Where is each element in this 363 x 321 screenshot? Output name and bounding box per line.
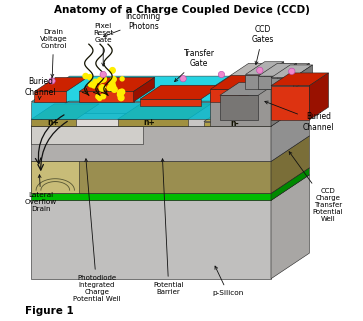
Polygon shape <box>293 65 313 89</box>
Polygon shape <box>210 89 271 126</box>
Circle shape <box>118 92 123 97</box>
Polygon shape <box>31 114 162 126</box>
Circle shape <box>91 83 96 88</box>
Circle shape <box>98 96 102 100</box>
Text: Potential
Barrier: Potential Barrier <box>154 159 184 295</box>
Polygon shape <box>245 62 284 74</box>
Polygon shape <box>31 126 271 161</box>
Polygon shape <box>31 102 239 119</box>
Polygon shape <box>31 194 271 200</box>
Circle shape <box>87 74 93 80</box>
Polygon shape <box>31 136 309 161</box>
Polygon shape <box>271 168 309 200</box>
Polygon shape <box>31 161 271 194</box>
Polygon shape <box>210 75 260 90</box>
Circle shape <box>110 68 115 73</box>
Polygon shape <box>271 63 309 126</box>
Text: CCD
Charge
Transfer
Potential
Well: CCD Charge Transfer Potential Well <box>289 152 343 222</box>
Circle shape <box>289 68 295 74</box>
Polygon shape <box>34 77 87 91</box>
Circle shape <box>99 85 106 91</box>
Circle shape <box>100 71 106 78</box>
Polygon shape <box>31 161 79 194</box>
Polygon shape <box>31 126 143 144</box>
Circle shape <box>107 85 113 91</box>
Circle shape <box>111 87 117 92</box>
Polygon shape <box>258 76 277 89</box>
Polygon shape <box>118 104 211 119</box>
Text: Buried
Channel: Buried Channel <box>265 101 334 132</box>
Polygon shape <box>204 122 271 126</box>
Polygon shape <box>309 73 329 120</box>
Text: n-: n- <box>230 119 238 128</box>
Polygon shape <box>31 101 309 126</box>
Polygon shape <box>79 77 155 91</box>
Circle shape <box>119 89 125 95</box>
Circle shape <box>96 94 101 99</box>
Circle shape <box>180 75 186 82</box>
Polygon shape <box>34 91 66 102</box>
Polygon shape <box>271 136 309 194</box>
Polygon shape <box>239 76 277 119</box>
Polygon shape <box>31 104 99 119</box>
Circle shape <box>118 90 123 95</box>
Circle shape <box>257 67 263 74</box>
Text: Buried
Channel: Buried Channel <box>25 77 56 100</box>
Polygon shape <box>31 76 277 102</box>
Polygon shape <box>140 85 222 99</box>
Text: Drain
Voltage
Control: Drain Voltage Control <box>40 29 68 77</box>
Polygon shape <box>271 78 293 89</box>
Polygon shape <box>220 82 277 95</box>
Circle shape <box>97 77 103 83</box>
Polygon shape <box>239 75 260 102</box>
Circle shape <box>109 83 116 90</box>
Circle shape <box>101 94 106 99</box>
Text: Anatomy of a Charge Coupled Device (CCD): Anatomy of a Charge Coupled Device (CCD) <box>54 5 309 15</box>
Circle shape <box>89 82 93 87</box>
Text: Pixel
Reset
Gate: Pixel Reset Gate <box>93 23 113 66</box>
Polygon shape <box>220 95 258 120</box>
Polygon shape <box>134 77 155 102</box>
Polygon shape <box>210 90 239 102</box>
Text: Incoming
Photons: Incoming Photons <box>103 12 161 37</box>
Text: Figure 1: Figure 1 <box>25 306 74 316</box>
Polygon shape <box>31 200 271 279</box>
Polygon shape <box>277 63 297 89</box>
Polygon shape <box>271 86 309 120</box>
Text: Photodiode
Integrated
Charge
Potential Well: Photodiode Integrated Charge Potential W… <box>73 159 121 302</box>
Polygon shape <box>271 175 309 279</box>
Circle shape <box>49 78 55 84</box>
Circle shape <box>118 95 124 101</box>
Polygon shape <box>245 74 265 89</box>
Polygon shape <box>31 175 309 200</box>
Text: Transfer
Gate: Transfer Gate <box>175 48 215 82</box>
Circle shape <box>83 74 88 79</box>
Circle shape <box>111 77 116 82</box>
Text: n+: n+ <box>144 118 155 127</box>
Polygon shape <box>140 99 201 107</box>
Circle shape <box>120 77 124 81</box>
Circle shape <box>109 80 115 86</box>
Polygon shape <box>265 62 284 89</box>
Polygon shape <box>31 168 309 194</box>
Text: CCD
Gates: CCD Gates <box>252 24 274 65</box>
Circle shape <box>100 76 106 82</box>
Circle shape <box>93 79 98 84</box>
Polygon shape <box>258 63 297 76</box>
Text: p-Silicon: p-Silicon <box>212 266 244 296</box>
Polygon shape <box>210 63 309 89</box>
Text: n+: n+ <box>48 118 60 127</box>
Polygon shape <box>31 119 76 126</box>
Polygon shape <box>271 73 329 86</box>
Circle shape <box>218 71 225 78</box>
Polygon shape <box>271 101 309 161</box>
Polygon shape <box>79 91 134 102</box>
Polygon shape <box>143 120 182 126</box>
Polygon shape <box>204 106 294 122</box>
Polygon shape <box>271 65 313 78</box>
Text: Lateral
Overflow
Drain: Lateral Overflow Drain <box>25 175 57 212</box>
Polygon shape <box>118 119 188 126</box>
